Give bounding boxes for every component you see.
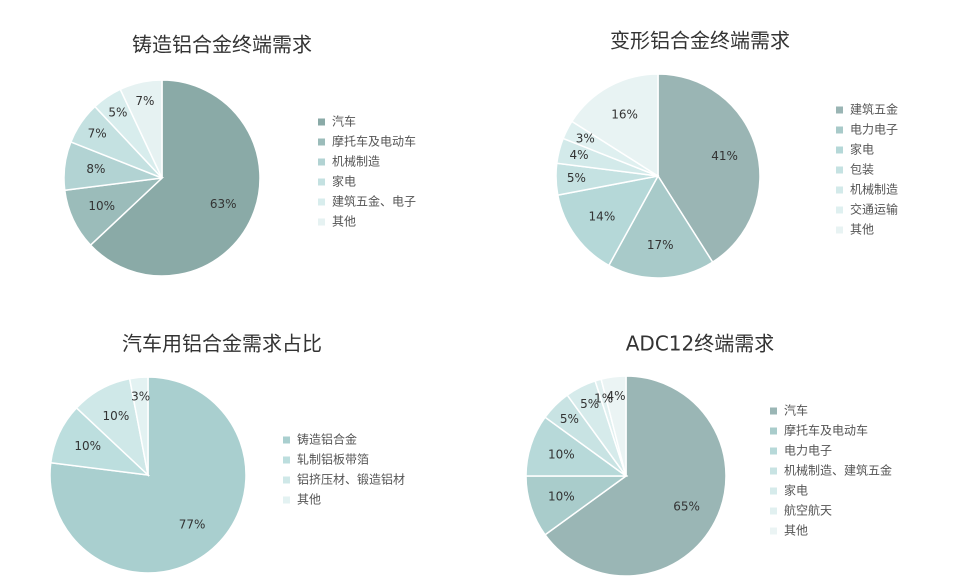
legend-label: 汽车 (784, 403, 808, 418)
legend-label: 轧制铝板带箔 (297, 452, 369, 467)
slice-label: 7% (135, 94, 154, 108)
slice-label: 63% (210, 197, 237, 211)
pie-slice (600, 375, 627, 477)
legend-swatch (836, 126, 843, 134)
legend-label: 包装 (850, 163, 874, 177)
legend-swatch (318, 218, 325, 226)
legend-label: 机械制造 (850, 182, 898, 197)
slice-label: 1% (594, 392, 613, 406)
legend-swatch (770, 427, 777, 435)
pie-slice (570, 73, 659, 178)
legend-swatch (318, 118, 325, 126)
chart-title: ADC12终端需求 (626, 332, 775, 356)
legend-swatch (836, 166, 843, 174)
legend-swatch (283, 456, 290, 464)
slice-label: 8% (86, 162, 105, 176)
pie-slice (544, 375, 727, 577)
legend-swatch (283, 476, 290, 484)
chart-title: 变形铝合金终端需求 (610, 29, 790, 53)
pie-slice (119, 79, 163, 179)
legend-swatch (318, 138, 325, 146)
slice-label: 3% (131, 389, 150, 403)
legend-label: 摩托车及电动车 (784, 423, 868, 438)
slice-label: 10% (548, 447, 575, 461)
legend-label: 建筑五金 (850, 102, 898, 117)
legend-label: 电力电子 (850, 123, 898, 137)
slice-label: 10% (88, 199, 115, 213)
legend-label: 交通运输 (850, 202, 898, 217)
slice-label: 41% (711, 149, 738, 163)
chart-title: 铸造铝合金终端需求 (132, 33, 312, 57)
legend-label: 家电 (332, 174, 356, 189)
pie-slice (607, 174, 714, 279)
slice-label: 10% (103, 409, 130, 423)
legend-swatch (770, 447, 777, 455)
legend-label: 其他 (332, 215, 356, 229)
legend-swatch (318, 198, 325, 206)
legend-label: 其他 (850, 223, 874, 237)
legend-swatch (283, 496, 290, 504)
legend-label: 家电 (850, 142, 874, 157)
legend-swatch (770, 487, 777, 495)
slice-label: 3% (576, 131, 595, 145)
slice-label: 14% (589, 209, 616, 223)
legend-swatch (836, 226, 843, 234)
slice-label: 10% (74, 439, 101, 453)
slice-label: 4% (569, 148, 588, 162)
slice-label: 4% (606, 389, 625, 403)
legend-swatch (770, 507, 777, 515)
slice-label: 5% (560, 412, 579, 426)
slice-label: 16% (611, 108, 638, 122)
pie-slice (556, 174, 660, 267)
legend-swatch (770, 527, 777, 535)
slice-label: 5% (580, 397, 599, 411)
legend-swatch (770, 467, 777, 475)
legend-label: 摩托车及电动车 (332, 134, 416, 149)
legend-label: 家电 (784, 483, 808, 498)
legend-swatch (318, 178, 325, 186)
legend-swatch (836, 106, 843, 114)
slice-label: 17% (647, 238, 674, 252)
legend-swatch (318, 158, 325, 166)
legend-swatch (836, 206, 843, 214)
slice-label: 65% (673, 499, 700, 513)
pie-slice (89, 79, 261, 277)
legend-swatch (283, 436, 290, 444)
pie-slice (128, 376, 149, 476)
legend-label: 建筑五金、电子 (332, 194, 416, 209)
legend-swatch (770, 407, 777, 415)
legend-label: 铝挤压材、锻造铝材 (297, 472, 405, 487)
legend-swatch (836, 186, 843, 194)
legend-label: 机械制造、建筑五金 (784, 463, 892, 478)
legend-label: 汽车 (332, 114, 356, 129)
chart-title: 汽车用铝合金需求占比 (122, 332, 322, 356)
slice-label: 77% (179, 517, 206, 531)
legend-label: 航空航天 (784, 503, 832, 518)
slice-label: 5% (108, 106, 127, 120)
legend-label: 其他 (297, 493, 321, 507)
legend-label: 铸造铝合金 (297, 432, 357, 447)
slice-label: 5% (567, 171, 586, 185)
legend-swatch (836, 146, 843, 154)
legend-label: 其他 (784, 524, 808, 538)
slice-label: 7% (88, 126, 107, 140)
slice-label: 10% (548, 490, 575, 504)
legend-label: 电力电子 (784, 444, 832, 458)
legend-label: 机械制造 (332, 154, 380, 169)
